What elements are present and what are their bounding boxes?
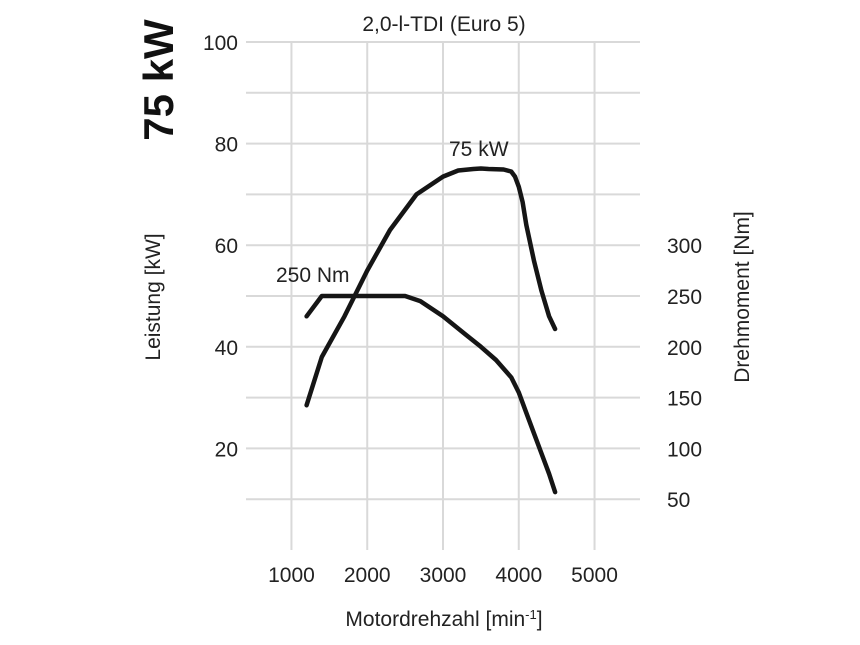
y-axis-left-label: Leistung [kW] — [142, 233, 165, 360]
x-tick-label: 5000 — [571, 564, 618, 587]
power-curve — [304, 166, 558, 408]
curves — [304, 166, 558, 495]
y-left-tick-label: 60 — [215, 235, 238, 258]
grid — [246, 41, 640, 550]
y-right-tick-label: 250 — [667, 286, 702, 309]
y-right-tick-label: 100 — [667, 438, 702, 461]
x-tick-label: 3000 — [420, 564, 467, 587]
x-axis-label-main: Motordrehzahl [min — [345, 608, 525, 631]
x-tick-label: 4000 — [495, 564, 542, 587]
y-right-tick-label: 200 — [667, 337, 702, 360]
y-axis-right-label: Drehmoment [Nm] — [731, 211, 754, 383]
headline-power-rating: 75 kW — [135, 19, 182, 141]
torque-curve — [304, 293, 558, 495]
x-axis-label: Motordrehzahl [min-1] — [345, 607, 542, 632]
y-left-tick-label: 20 — [215, 438, 238, 461]
torque-series-label: 250 Nm — [276, 264, 350, 287]
x-tick-label: 2000 — [344, 564, 391, 587]
x-tick-label: 1000 — [268, 564, 315, 587]
y-left-tick-label: 100 — [203, 32, 238, 55]
power-series-label: 75 kW — [449, 138, 509, 161]
x-axis-label-exponent: -1 — [525, 607, 537, 622]
y-right-tick-label: 300 — [667, 235, 702, 258]
y-left-tick-label: 80 — [215, 134, 238, 157]
y-right-tick-label: 50 — [667, 489, 690, 512]
tick-labels: 1000 2000 3000 4000 5000 20 40 60 80 100 50 100 150 2… — [203, 32, 702, 587]
x-axis-label-close: ] — [537, 608, 543, 631]
chart-title: 2,0-l-TDI (Euro 5) — [362, 13, 525, 36]
y-left-tick-label: 40 — [215, 337, 238, 360]
y-right-tick-label: 150 — [667, 388, 702, 411]
